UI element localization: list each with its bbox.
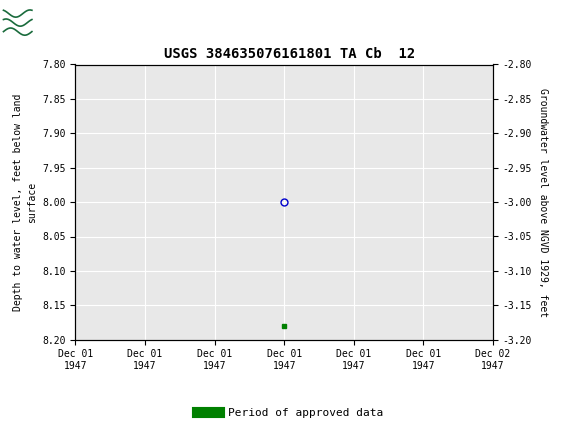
FancyBboxPatch shape — [3, 3, 61, 42]
Text: USGS: USGS — [36, 15, 83, 30]
Y-axis label: Depth to water level, feet below land
surface: Depth to water level, feet below land su… — [13, 93, 37, 311]
Text: USGS 384635076161801 TA Cb  12: USGS 384635076161801 TA Cb 12 — [164, 47, 416, 61]
Legend: Period of approved data: Period of approved data — [193, 403, 387, 422]
Y-axis label: Groundwater level above NGVD 1929, feet: Groundwater level above NGVD 1929, feet — [538, 88, 548, 316]
